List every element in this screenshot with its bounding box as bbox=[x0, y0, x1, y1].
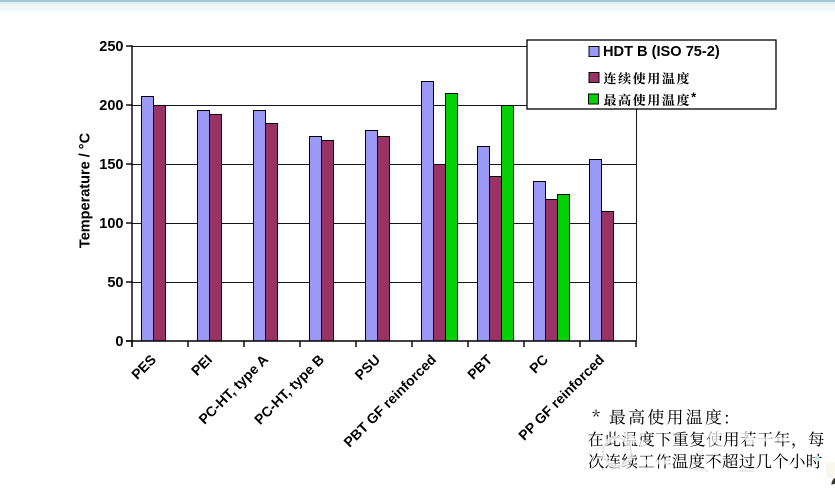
svg-text:*: * bbox=[691, 90, 697, 105]
svg-text:250: 250 bbox=[99, 39, 123, 55]
svg-text:50: 50 bbox=[107, 275, 123, 291]
svg-text:0: 0 bbox=[115, 334, 123, 350]
svg-text:150: 150 bbox=[99, 157, 123, 173]
svg-text:200: 200 bbox=[99, 98, 123, 114]
svg-text:Temperature / °C: Temperature / °C bbox=[78, 132, 94, 248]
svg-text:100: 100 bbox=[99, 216, 123, 232]
svg-text:HDT B (ISO 75-2): HDT B (ISO 75-2) bbox=[603, 44, 720, 60]
